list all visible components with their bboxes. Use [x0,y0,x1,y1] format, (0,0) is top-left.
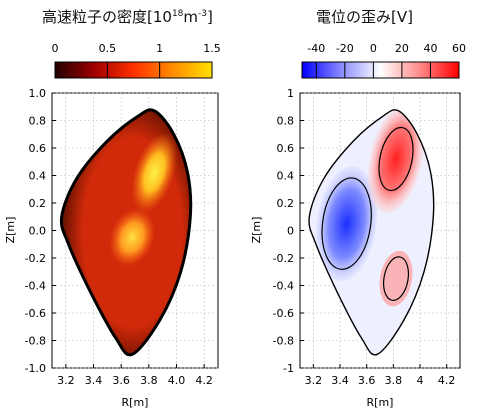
left-x-axis-label: R[m] [122,396,149,409]
right-colorbar-ticks: -40 -20 0 20 40 60 [307,42,466,78]
y-tick-label: 1 [287,87,294,100]
left-chart-title: 高速粒子の密度[1018m-3] [42,8,213,26]
positive-potential-peak-region [368,109,424,214]
y-tick-label: -0.2 [273,252,294,265]
y-tick-label: 0 [287,225,294,238]
x-tick-label: 4.2 [195,374,213,387]
colorbar-tick-label: 0.5 [99,42,117,55]
y-tick-label: -0.8 [25,335,46,348]
y-tick-label: 1.0 [29,87,47,100]
right-axis-ticks: 3.2 3.4 3.6 3.8 4 4.2 1 0.8 0.6 0.4 0.2 0 -0.2 -0.4 -0… [273,87,456,387]
left-axis-ticks: 3.2 3.4 3.6 3.8 4.0 4.2 1.0 0.8 0.6 0.4 0.2 0.0 -0.2… [25,87,213,387]
x-tick-label: 4.2 [438,374,456,387]
y-tick-label: 0.6 [29,142,47,155]
y-tick-label: 0.0 [29,225,47,238]
x-tick-label: 3.2 [57,374,75,387]
y-tick-label: 0.6 [277,142,295,155]
colorbar-tick-label: 20 [395,42,409,55]
colorbar-tick-label: 0 [52,42,59,55]
y-tick-label: -1 [283,362,294,375]
y-tick-label: -0.6 [273,307,294,320]
x-tick-label: 3.6 [358,374,376,387]
right-x-axis-label: R[m] [367,396,394,409]
right-potential-regions [315,109,424,307]
y-tick-label: -0.4 [273,280,294,293]
colorbar-tick-label: 60 [452,42,466,55]
x-tick-label: 4.0 [168,374,186,387]
colorbar-tick-label: 1 [156,42,163,55]
y-tick-label: -1.0 [25,362,46,375]
y-tick-label: -0.2 [25,252,46,265]
negative-contour [321,177,372,270]
left-colorbar-ticks: 0 0.5 1 1.5 [52,42,221,78]
x-tick-label: 3.4 [85,374,103,387]
x-tick-label: 4 [417,374,424,387]
y-tick-label: 0.4 [277,170,295,183]
lower-hot-region [109,208,156,267]
right-plasma-boundary [308,109,435,356]
y-tick-label: -0.4 [25,280,46,293]
colorbar-tick-label: -20 [336,42,354,55]
y-tick-label: -0.6 [25,307,46,320]
y-tick-label: 0.8 [277,115,295,128]
right-chart-title: 電位の歪み[V] [316,8,413,26]
lobe-contour [382,256,410,301]
right-colorbar [301,61,460,79]
upper-hot-region [131,132,178,214]
x-tick-label: 3.8 [140,374,158,387]
colorbar-tick-label: 0 [370,42,377,55]
y-tick-label: 0.4 [29,170,47,183]
x-tick-label: 3.8 [385,374,403,387]
colorbar-tick-label: 40 [423,42,437,55]
colorbar-tick-label: 1.5 [203,42,221,55]
y-tick-label: 0.2 [277,197,295,210]
y-tick-label: -0.8 [273,335,294,348]
x-tick-label: 3.6 [112,374,130,387]
y-tick-label: 0.8 [29,115,47,128]
left-y-axis-label: Z[m] [4,217,17,244]
x-tick-label: 3.4 [331,374,349,387]
y-tick-label: 0.2 [29,197,47,210]
left-colorbar [54,61,213,79]
positive-contour [378,126,414,192]
colorbar-tick-label: -40 [307,42,325,55]
left-hot-regions [109,132,178,267]
x-tick-label: 3.2 [305,374,323,387]
right-y-axis-label: Z[m] [250,217,263,244]
